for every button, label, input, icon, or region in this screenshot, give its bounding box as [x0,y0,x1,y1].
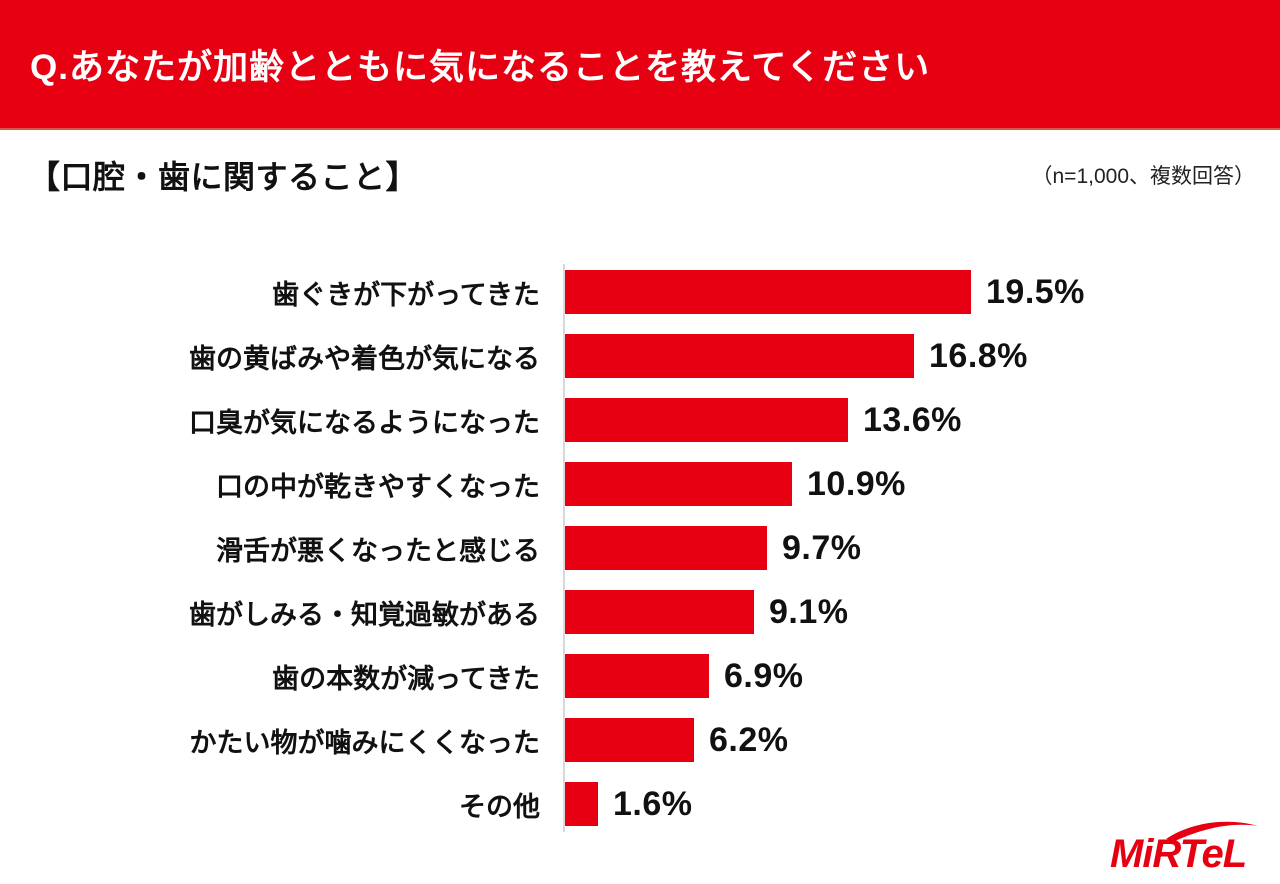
bar-row: 歯ぐきが下がってきた 19.5% [0,270,1280,314]
mirtel-logo: MiRTeL [1110,821,1258,876]
y-axis-line [563,264,565,832]
category-label: 歯ぐきが下がってきた [272,279,540,310]
value-label: 9.7% [782,528,862,567]
bar-track: 9.1% [563,590,1280,634]
bar [565,718,694,762]
logo-text: MiRTeL [1110,832,1246,876]
value-label: 19.5% [986,272,1085,311]
bar-row: 口の中が乾きやすくなった 10.9% [0,462,1280,506]
value-label: 16.8% [929,336,1028,375]
bar-track: 6.2% [563,718,1280,762]
category-label: 滑舌が悪くなったと感じる [216,535,540,566]
bar-chart-rows: 歯ぐきが下がってきた 19.5% 歯の黄ばみや着色が気になる 16.8% 口臭が… [0,270,1280,826]
bar [565,526,767,570]
bar [565,782,598,826]
value-label: 13.6% [863,400,962,439]
value-label: 6.9% [724,656,804,695]
bar-track: 10.9% [563,462,1280,506]
bar-row: 歯の黄ばみや着色が気になる 16.8% [0,334,1280,378]
section-title: 【口腔・歯に関すること】 [28,159,419,195]
value-label: 6.2% [709,720,789,759]
category-label: かたい物が噛みにくくなった [189,727,540,758]
bar [565,270,971,314]
value-label: 9.1% [769,592,849,631]
section-header: 【口腔・歯に関すること】 （n=1,000、複数回答） [0,130,1280,198]
value-label: 10.9% [807,464,906,503]
category-label: その他 [459,791,540,822]
bar-track: 13.6% [563,398,1280,442]
bar-chart: 歯ぐきが下がってきた 19.5% 歯の黄ばみや着色が気になる 16.8% 口臭が… [0,264,1280,832]
value-label: 1.6% [613,784,693,823]
bar [565,398,848,442]
bar-track: 9.7% [563,526,1280,570]
sample-size-note: （n=1,000、複数回答） [1031,165,1256,188]
bar-track: 6.9% [563,654,1280,698]
bar-row: 歯の本数が減ってきた 6.9% [0,654,1280,698]
bar-track: 16.8% [563,334,1280,378]
logo-swoosh-icon [1166,821,1258,841]
category-label: 歯の本数が減ってきた [272,663,540,694]
question-title: Q.あなたが加齢とともに気になることを教えてください [30,47,931,87]
bar-row: かたい物が噛みにくくなった 6.2% [0,718,1280,762]
bar-track: 19.5% [563,270,1280,314]
bar [565,462,792,506]
question-banner: Q.あなたが加齢とともに気になることを教えてください [0,0,1280,130]
bar-row: その他 1.6% [0,782,1280,826]
bar [565,334,914,378]
bar [565,654,709,698]
category-label: 歯の黄ばみや着色が気になる [189,343,540,374]
category-label: 口臭が気になるようになった [189,407,540,438]
bar-row: 歯がしみる・知覚過敏がある 9.1% [0,590,1280,634]
bar-row: 口臭が気になるようになった 13.6% [0,398,1280,442]
bar-row: 滑舌が悪くなったと感じる 9.7% [0,526,1280,570]
bar [565,590,754,634]
bar-track: 1.6% [563,782,1280,826]
category-label: 歯がしみる・知覚過敏がある [189,599,540,630]
category-label: 口の中が乾きやすくなった [216,471,540,502]
